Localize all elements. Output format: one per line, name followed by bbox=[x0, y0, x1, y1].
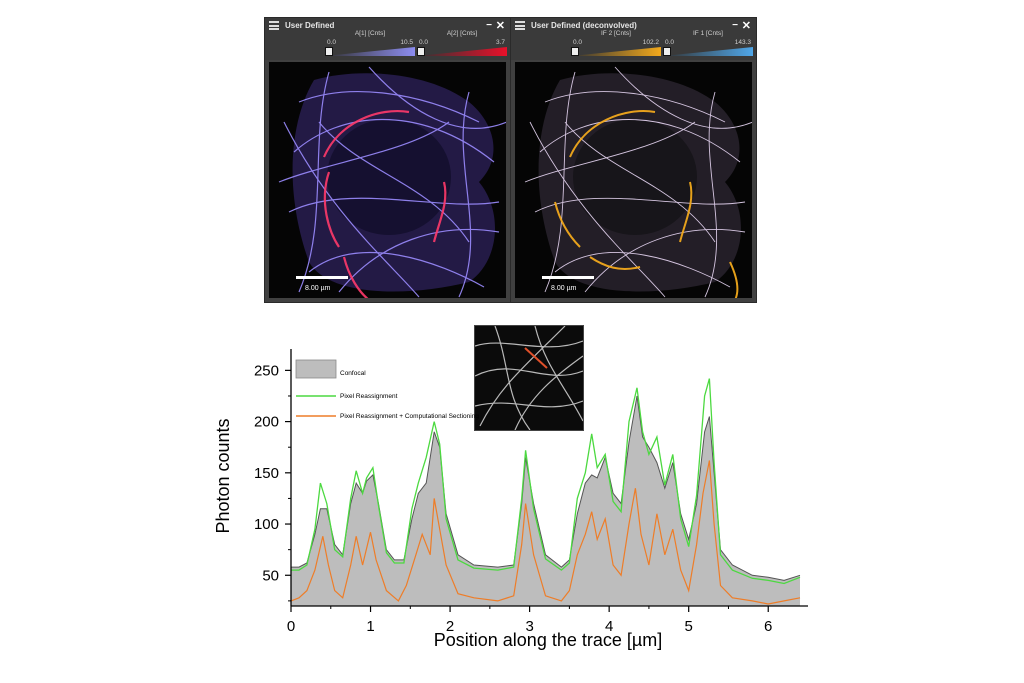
y-tick-label: 50 bbox=[262, 567, 279, 584]
micrograph-image bbox=[524, 66, 752, 298]
trace-inset-image bbox=[474, 325, 584, 431]
legend-confocal-label: Confocal bbox=[340, 370, 366, 377]
channel-min: 0.0 bbox=[573, 39, 583, 46]
lut-handle[interactable] bbox=[663, 47, 671, 56]
lut-gradient bbox=[417, 47, 507, 56]
lut-handle[interactable] bbox=[417, 47, 425, 56]
x-tick-label: 1 bbox=[366, 618, 374, 635]
series-computational-sectioning-line bbox=[290, 460, 801, 605]
x-tick-label: 2 bbox=[446, 618, 454, 635]
window-title: User Defined bbox=[285, 21, 335, 30]
y-tick-label: 100 bbox=[254, 516, 279, 533]
x-tick-label: 6 bbox=[764, 618, 772, 635]
minimize-icon[interactable]: − bbox=[486, 20, 492, 31]
channel-a2-lut[interactable]: A[2] [Cnts] 0.0 3.7 bbox=[417, 30, 507, 58]
scale-bar bbox=[296, 276, 348, 279]
y-tick-label: 200 bbox=[254, 414, 279, 431]
lut-gradient bbox=[571, 47, 661, 56]
x-tick-label: 3 bbox=[525, 618, 533, 635]
channel-label: A[1] [Cnts] bbox=[354, 30, 386, 37]
window-header: User Defined (deconvolved) − ✕ IF 2 [Cnt… bbox=[511, 18, 756, 60]
channel-min: 0.0 bbox=[419, 39, 429, 46]
y-axis-label: Photon counts bbox=[213, 418, 233, 533]
x-tick-label: 5 bbox=[685, 618, 693, 635]
minimize-icon[interactable]: − bbox=[732, 20, 738, 31]
hamburger-menu-icon[interactable] bbox=[515, 21, 525, 30]
scale-bar bbox=[542, 276, 594, 279]
confocal-micrograph: 8.00 µm bbox=[269, 62, 506, 298]
channel-min: 0.0 bbox=[665, 39, 675, 46]
window-title: User Defined (deconvolved) bbox=[531, 21, 637, 30]
x-tick-label: 4 bbox=[605, 618, 613, 635]
series-confocal-area bbox=[291, 396, 800, 606]
channel-if2-lut[interactable]: IF 2 [Cnts] 0.0 102.2 bbox=[571, 30, 661, 58]
channel-max: 10.5 bbox=[400, 39, 413, 46]
lut-gradient bbox=[325, 47, 415, 56]
micrograph-image bbox=[278, 66, 506, 298]
lut-handle[interactable] bbox=[325, 47, 333, 56]
window-header: User Defined − ✕ A[1] [Cnts] 0.0 10.5 A[… bbox=[265, 18, 510, 60]
x-axis-label: Position along the trace [µm] bbox=[434, 630, 663, 650]
scale-bar-label: 8.00 µm bbox=[305, 285, 331, 292]
legend-confocal-swatch bbox=[295, 359, 337, 379]
y-tick-label: 150 bbox=[254, 465, 279, 482]
y-tick-label: 250 bbox=[254, 362, 279, 379]
channel-label: IF 2 [Cnts] bbox=[601, 30, 631, 37]
channel-a1-lut[interactable]: A[1] [Cnts] 0.0 10.5 bbox=[325, 30, 415, 58]
close-icon[interactable]: ✕ bbox=[741, 20, 751, 32]
scale-bar-label: 8.00 µm bbox=[551, 285, 577, 292]
deconvolved-image-window: User Defined (deconvolved) − ✕ IF 2 [Cnt… bbox=[510, 17, 757, 303]
lut-handle[interactable] bbox=[571, 47, 579, 56]
close-icon[interactable]: ✕ bbox=[495, 20, 505, 32]
channel-max: 3.7 bbox=[495, 39, 505, 46]
trace-line bbox=[524, 347, 548, 369]
channel-max: 143.3 bbox=[734, 39, 751, 46]
legend-computational-sectioning-label: Pixel Reassignment + Computational Secti… bbox=[340, 413, 479, 420]
legend-pixel-reassignment-label: Pixel Reassignment bbox=[340, 393, 398, 400]
channel-min: 0.0 bbox=[327, 39, 337, 46]
hamburger-menu-icon[interactable] bbox=[269, 21, 279, 30]
channel-if1-lut[interactable]: IF 1 [Cnts] 0.0 143.3 bbox=[663, 30, 753, 58]
channel-max: 102.2 bbox=[642, 39, 659, 46]
channel-label: A[2] [Cnts] bbox=[446, 30, 478, 37]
inset-micrograph bbox=[475, 326, 583, 430]
x-tick-label: 0 bbox=[287, 618, 295, 635]
lut-gradient bbox=[663, 47, 753, 56]
channel-label: IF 1 [Cnts] bbox=[693, 30, 723, 37]
deconvolved-micrograph: 8.00 µm bbox=[515, 62, 752, 298]
confocal-image-window: User Defined − ✕ A[1] [Cnts] 0.0 10.5 A[… bbox=[264, 17, 511, 303]
series-pixel-reassignment-line bbox=[291, 378, 801, 585]
